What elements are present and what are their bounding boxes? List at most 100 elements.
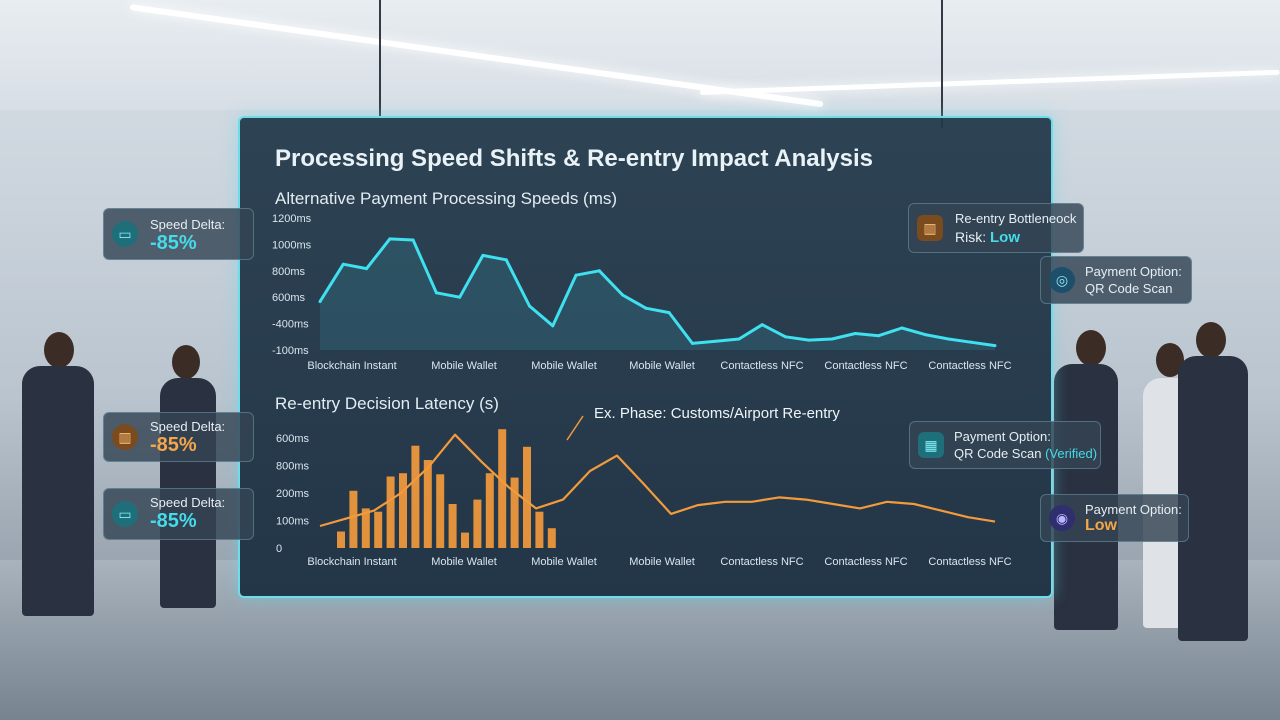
card-icon: ▭ (112, 501, 138, 527)
x-tick-label: Mobile Wallet (629, 556, 695, 568)
y-tick-label: 100ms (276, 516, 310, 528)
x-tick-label: Contactless NFC (824, 556, 907, 568)
bar (436, 474, 445, 548)
badge-label: Speed Delta: (150, 419, 226, 434)
terminal-icon: ▥ (917, 215, 943, 241)
bar (399, 473, 407, 548)
panel-title: Processing Speed Shifts & Re-entry Impac… (275, 145, 873, 172)
bar-chart: 600ms 800ms 200ms 100ms 0 Blockchain Instant M… (276, 405, 1012, 568)
data-point (644, 306, 648, 310)
bar (423, 460, 432, 548)
card-icon: ▭ (112, 221, 138, 247)
data-point (318, 300, 322, 304)
badge-label: Payment Option: (954, 429, 1051, 444)
speed-delta-badge[interactable]: ▭ Speed Delta: -85% (103, 488, 254, 540)
data-point (830, 337, 834, 341)
badge-value: -85% (150, 434, 197, 456)
bar (361, 508, 370, 548)
data-point (551, 324, 555, 328)
x-tick-label: Contactless NFC (928, 556, 1011, 568)
data-point (900, 326, 904, 330)
person-silhouette (1178, 356, 1248, 641)
person-head (1196, 322, 1226, 358)
latency-line (319, 433, 996, 528)
y-tick-label: 0 (276, 543, 282, 555)
bar (349, 490, 358, 548)
payment-option-badge[interactable]: ◉ Payment Option: Low (1040, 494, 1189, 542)
data-point (388, 237, 392, 241)
data-point (621, 293, 625, 297)
qr-icon: ▦ (918, 432, 944, 458)
analysis-panel: Processing Speed Shifts & Re-entry Impac… (238, 116, 1053, 598)
person-head (1076, 330, 1106, 366)
risk-value: Low (990, 229, 1021, 246)
data-point (923, 333, 927, 337)
bar (337, 531, 345, 548)
y-tick-label: 200ms (276, 488, 310, 500)
payment-option-badge[interactable]: ◎ Payment Option: QR Code Scan (1040, 256, 1192, 304)
x-tick-label: Contactless NFC (720, 360, 803, 372)
data-point (481, 253, 485, 257)
bottleneck-risk-badge[interactable]: ▥ Re-entry Bottleneock Risk: Low (908, 203, 1084, 253)
bar (473, 499, 482, 548)
badge-label: Speed Delta: (150, 217, 226, 232)
y-tick-label: -100ms (272, 345, 309, 357)
badge-label-2: QR Code Scan (1085, 281, 1173, 296)
bar (498, 429, 507, 548)
payment-option-badge[interactable]: ▦ Payment Option: QR Code Scan (Verified… (909, 421, 1101, 469)
x-tick-label: Blockchain Instant (307, 360, 396, 372)
person-head (172, 345, 200, 379)
y-tick-label: -400ms (272, 319, 309, 331)
payment-option-value: QR Code Scan (954, 446, 1042, 461)
y-tick-label: 600ms (276, 433, 310, 445)
badge-label: Re-entry Bottleneock (955, 211, 1077, 226)
data-point (760, 323, 764, 327)
bar (547, 528, 556, 548)
badge-label: Speed Delta: (150, 495, 226, 510)
data-point (690, 341, 694, 345)
data-point (365, 267, 369, 271)
verified-label: (Verified) (1045, 446, 1098, 461)
speed-delta-badge[interactable]: ▭ Speed Delta: -85% (103, 208, 254, 260)
x-tick-label: Mobile Wallet (531, 360, 597, 372)
bar (485, 473, 494, 548)
bar (523, 446, 531, 548)
nfc-icon: ◎ (1049, 267, 1075, 293)
x-tick-label: Blockchain Instant (307, 556, 396, 568)
x-tick-label: Mobile Wallet (531, 556, 597, 568)
annotation-label: Ex. Phase: Customs/Airport Re-entry (594, 405, 840, 422)
data-point (946, 337, 950, 341)
data-point (993, 344, 997, 348)
data-point (411, 238, 415, 242)
badge-value: Low (1085, 517, 1117, 534)
bar (510, 477, 519, 548)
charts-canvas: 1200ms 1000ms 800ms 600ms -400ms -100ms Blockc… (272, 213, 1012, 568)
bar (448, 504, 457, 548)
speed-delta-badge[interactable]: ▥ Speed Delta: -85% (103, 412, 254, 462)
badge-value: -85% (150, 232, 197, 254)
line-chart-title: Alternative Payment Processing Speeds (m… (275, 189, 618, 208)
data-point (784, 335, 788, 339)
hanging-wire-left (379, 0, 381, 116)
scan-icon: ◉ (1049, 505, 1075, 531)
badge-label-risk: Risk: Low (955, 229, 1020, 246)
data-point (527, 304, 531, 308)
y-tick-label: 800ms (276, 461, 310, 473)
badge-label-2: QR Code Scan (Verified) (954, 446, 1097, 461)
data-point (737, 337, 741, 341)
series-line (318, 237, 996, 348)
badge-label: Payment Option: (1085, 264, 1182, 279)
data-point (504, 258, 508, 262)
data-point (574, 273, 578, 277)
data-point (667, 311, 671, 315)
bar (535, 511, 544, 548)
x-tick-label: Mobile Wallet (431, 556, 497, 568)
hanging-wire-right (941, 0, 943, 128)
data-point (970, 340, 974, 344)
data-point (597, 269, 601, 273)
data-point (853, 332, 857, 335)
line-area-fill (320, 238, 995, 350)
data-point (807, 338, 811, 342)
bar (461, 532, 469, 548)
line-chart: 1200ms 1000ms 800ms 600ms -400ms -100ms Blockc… (272, 213, 1012, 372)
